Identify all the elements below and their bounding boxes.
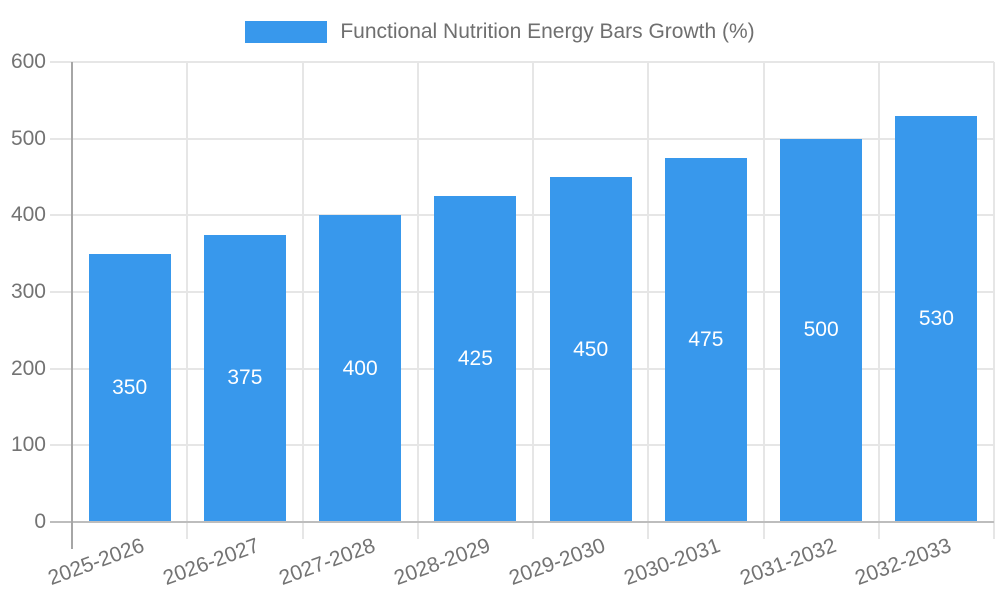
v-gridline — [647, 62, 650, 539]
h-gridline — [50, 214, 994, 217]
bar-value-label: 350 — [112, 375, 148, 399]
bar-value-label: 400 — [342, 356, 378, 380]
y-axis-tick-label: 500 — [10, 126, 46, 150]
v-gridline — [416, 62, 419, 539]
x-axis-tick-label: 2026-2027 — [160, 534, 263, 590]
v-gridline — [877, 62, 880, 539]
v-gridline — [186, 62, 189, 539]
y-axis-tick-label: 300 — [10, 280, 46, 303]
x-axis-tick-label: 2031-2032 — [736, 534, 839, 590]
legend-label[interactable]: Functional Nutrition Energy Bars Growth … — [340, 20, 755, 43]
v-gridline — [762, 62, 765, 539]
y-axis-tick-label: 600 — [10, 50, 46, 73]
bar — [203, 234, 286, 521]
x-axis-tick-label: 2029-2030 — [506, 534, 609, 590]
bar — [549, 177, 632, 521]
legend-swatch[interactable] — [245, 21, 328, 43]
bar — [319, 215, 402, 521]
x-axis-line — [50, 521, 994, 523]
bar-value-label: 375 — [227, 366, 263, 390]
v-gridline — [301, 62, 304, 539]
bar-value-label: 450 — [573, 337, 609, 361]
bar-value-label: 475 — [688, 327, 724, 351]
x-axis-tick-label: 2028-2029 — [390, 534, 494, 590]
y-axis-tick-label: 200 — [10, 356, 46, 380]
bar — [780, 138, 863, 521]
x-axis-tick-label: 2027-2028 — [275, 534, 378, 590]
bar-value-label: 530 — [918, 306, 954, 330]
h-gridline — [50, 444, 994, 447]
x-axis-tick-label: 2025-2026 — [45, 534, 148, 590]
y-axis-tick-label: 0 — [34, 510, 46, 533]
bar-value-label: 425 — [457, 347, 493, 371]
x-axis-tick-label: 2032-2033 — [851, 534, 955, 590]
h-gridline — [50, 137, 994, 140]
h-gridline — [50, 367, 994, 370]
bar — [664, 157, 747, 521]
bar — [88, 253, 171, 521]
h-gridline — [50, 291, 994, 293]
v-gridline — [532, 62, 534, 539]
y-axis-tick-label: 400 — [10, 203, 46, 227]
legend[interactable]: Functional Nutrition Energy Bars Growth … — [0, 20, 1000, 44]
bar-value-label: 500 — [803, 318, 839, 342]
x-axis-tick-label: 2030-2031 — [621, 534, 724, 590]
bar — [434, 196, 517, 521]
bar — [895, 115, 978, 521]
h-gridline — [50, 61, 994, 63]
y-axis-line — [71, 62, 73, 549]
v-gridline — [993, 62, 995, 539]
y-axis-tick-label: 100 — [10, 433, 46, 457]
